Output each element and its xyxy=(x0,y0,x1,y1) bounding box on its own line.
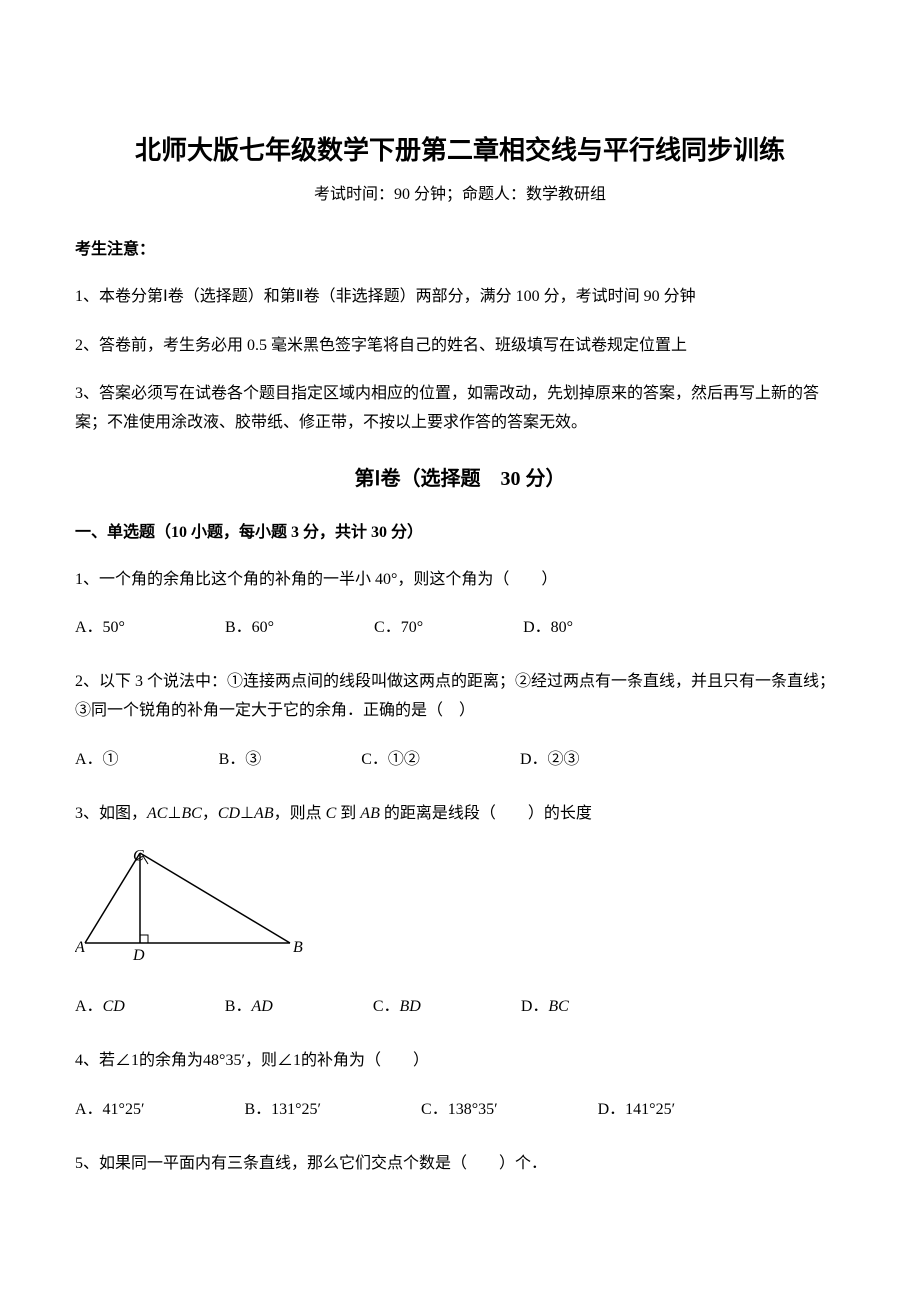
option-1a: A．50° xyxy=(75,614,125,643)
question-1: 1、一个角的余角比这个角的补角的一半小 40°，则这个角为（ ） xyxy=(75,566,845,595)
option-2d: D．②③ xyxy=(520,746,580,775)
q3-perp2: ⊥ xyxy=(240,805,254,822)
part-heading: 一、单选题（10 小题，每小题 3 分，共计 30 分） xyxy=(75,520,845,546)
option-3c-prefix: C． xyxy=(373,998,400,1015)
option-2c: C．①② xyxy=(361,746,420,775)
option-3a: A．CD xyxy=(75,993,125,1022)
q3-prefix: 3、如图， xyxy=(75,805,147,822)
option-3c: C．BD xyxy=(373,993,421,1022)
label-a: A xyxy=(75,939,85,956)
notice-item-1: 1、本卷分第Ⅰ卷（选择题）和第Ⅱ卷（非选择题）两部分，满分 100 分，考试时间… xyxy=(75,283,845,312)
q4-mid1: 的余角为 xyxy=(139,1052,203,1069)
option-4a: A．41°25′ xyxy=(75,1096,144,1125)
q4-prefix: 4、若 xyxy=(75,1052,115,1069)
question-5: 5、如果同一平面内有三条直线，那么它们交点个数是（ ）个． xyxy=(75,1150,845,1179)
triangle-svg: A B C D xyxy=(75,848,315,968)
option-3a-val: CD xyxy=(103,998,125,1015)
option-4c: C．138°35′ xyxy=(421,1096,498,1125)
q3-seg-cd: CD xyxy=(218,805,240,822)
option-3d-val: BC xyxy=(548,998,568,1015)
q3-perp1: ⊥ xyxy=(167,805,181,822)
notice-item-2: 2、答卷前，考生务必用 0.5 毫米黑色签字笔将自己的姓名、班级填写在试卷规定位… xyxy=(75,332,845,361)
q3-seg-ac: AC xyxy=(147,805,167,822)
question-2: 2、以下 3 个说法中：①连接两点间的线段叫做这两点的距离；②经过两点有一条直线… xyxy=(75,668,845,726)
label-c: C xyxy=(133,848,144,864)
label-b: B xyxy=(293,939,303,956)
question-3-options: A．CD B．AD C．BD D．BC xyxy=(75,993,845,1022)
q3-mid: ，则点 xyxy=(274,805,326,822)
q3-seg-ab: AB xyxy=(254,805,274,822)
q3-seg-ab2: AB xyxy=(360,805,380,822)
line-bc xyxy=(140,853,290,943)
label-d: D xyxy=(132,947,145,964)
q3-comma1: ， xyxy=(202,805,218,822)
section-title: 第Ⅰ卷（选择题 30 分） xyxy=(75,463,845,495)
option-3b-prefix: B． xyxy=(225,998,252,1015)
option-1c: C．70° xyxy=(374,614,423,643)
q4-suffix: 的补角为（ ） xyxy=(301,1052,429,1069)
line-ac xyxy=(85,853,140,943)
option-3c-val: BD xyxy=(400,998,421,1015)
option-1b: B．60° xyxy=(225,614,274,643)
question-2-options: A．① B．③ C．①② D．②③ xyxy=(75,746,845,775)
option-2a: A．① xyxy=(75,746,119,775)
question-1-options: A．50° B．60° C．70° D．80° xyxy=(75,614,845,643)
q3-mid2: 到 xyxy=(336,805,360,822)
q3-point-c: C xyxy=(326,805,337,822)
option-3d-prefix: D． xyxy=(521,998,549,1015)
page-subtitle: 考试时间：90 分钟；命题人：数学教研组 xyxy=(75,182,845,208)
question-4-options: A．41°25′ B．131°25′ C．138°35′ D．141°25′ xyxy=(75,1096,845,1125)
question-3: 3、如图，AC⊥BC，CD⊥AB，则点 C 到 AB 的距离是线段（ ）的长度 xyxy=(75,800,845,829)
option-3a-prefix: A． xyxy=(75,998,103,1015)
option-3d: D．BC xyxy=(521,993,569,1022)
q4-ang1: ∠1 xyxy=(115,1052,139,1069)
option-4b: B．131°25′ xyxy=(244,1096,321,1125)
q4-mid2: ，则 xyxy=(245,1052,277,1069)
option-3b: B．AD xyxy=(225,993,273,1022)
q3-seg-bc: BC xyxy=(181,805,201,822)
notice-heading: 考生注意： xyxy=(75,237,845,263)
right-angle-d xyxy=(140,935,148,943)
page-title: 北师大版七年级数学下册第二章相交线与平行线同步训练 xyxy=(75,130,845,172)
option-4d: D．141°25′ xyxy=(598,1096,675,1125)
q3-suffix: 的距离是线段（ ）的长度 xyxy=(380,805,592,822)
triangle-diagram: A B C D xyxy=(75,848,845,968)
option-2b: B．③ xyxy=(219,746,262,775)
question-4: 4、若∠1的余角为48°35′，则∠1的补角为（ ） xyxy=(75,1047,845,1076)
notice-item-3: 3、答案必须写在试卷各个题目指定区域内相应的位置，如需改动，先划掉原来的答案，然… xyxy=(75,380,845,438)
q4-val1: 48°35′ xyxy=(203,1052,245,1069)
q4-ang2: ∠1 xyxy=(277,1052,301,1069)
option-3b-val: AD xyxy=(251,998,272,1015)
option-1d: D．80° xyxy=(523,614,573,643)
